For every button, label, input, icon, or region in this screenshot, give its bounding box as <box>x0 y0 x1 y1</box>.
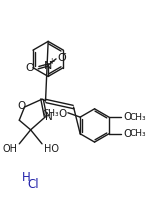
Text: O: O <box>123 129 131 139</box>
Text: +: + <box>48 57 55 66</box>
Text: O: O <box>58 109 66 119</box>
Text: CH₃: CH₃ <box>130 129 146 138</box>
Text: O: O <box>17 101 25 111</box>
Text: −: − <box>60 49 67 58</box>
Text: O: O <box>58 53 67 63</box>
Text: HO: HO <box>44 144 59 154</box>
Text: O: O <box>25 63 34 73</box>
Text: H: H <box>22 171 31 184</box>
Text: CH₃: CH₃ <box>130 113 146 122</box>
Text: N: N <box>45 112 53 122</box>
Text: OH: OH <box>2 144 18 154</box>
Text: Cl: Cl <box>27 178 39 191</box>
Text: O: O <box>123 112 131 122</box>
Text: N: N <box>44 61 52 71</box>
Text: CH₃: CH₃ <box>42 109 59 118</box>
